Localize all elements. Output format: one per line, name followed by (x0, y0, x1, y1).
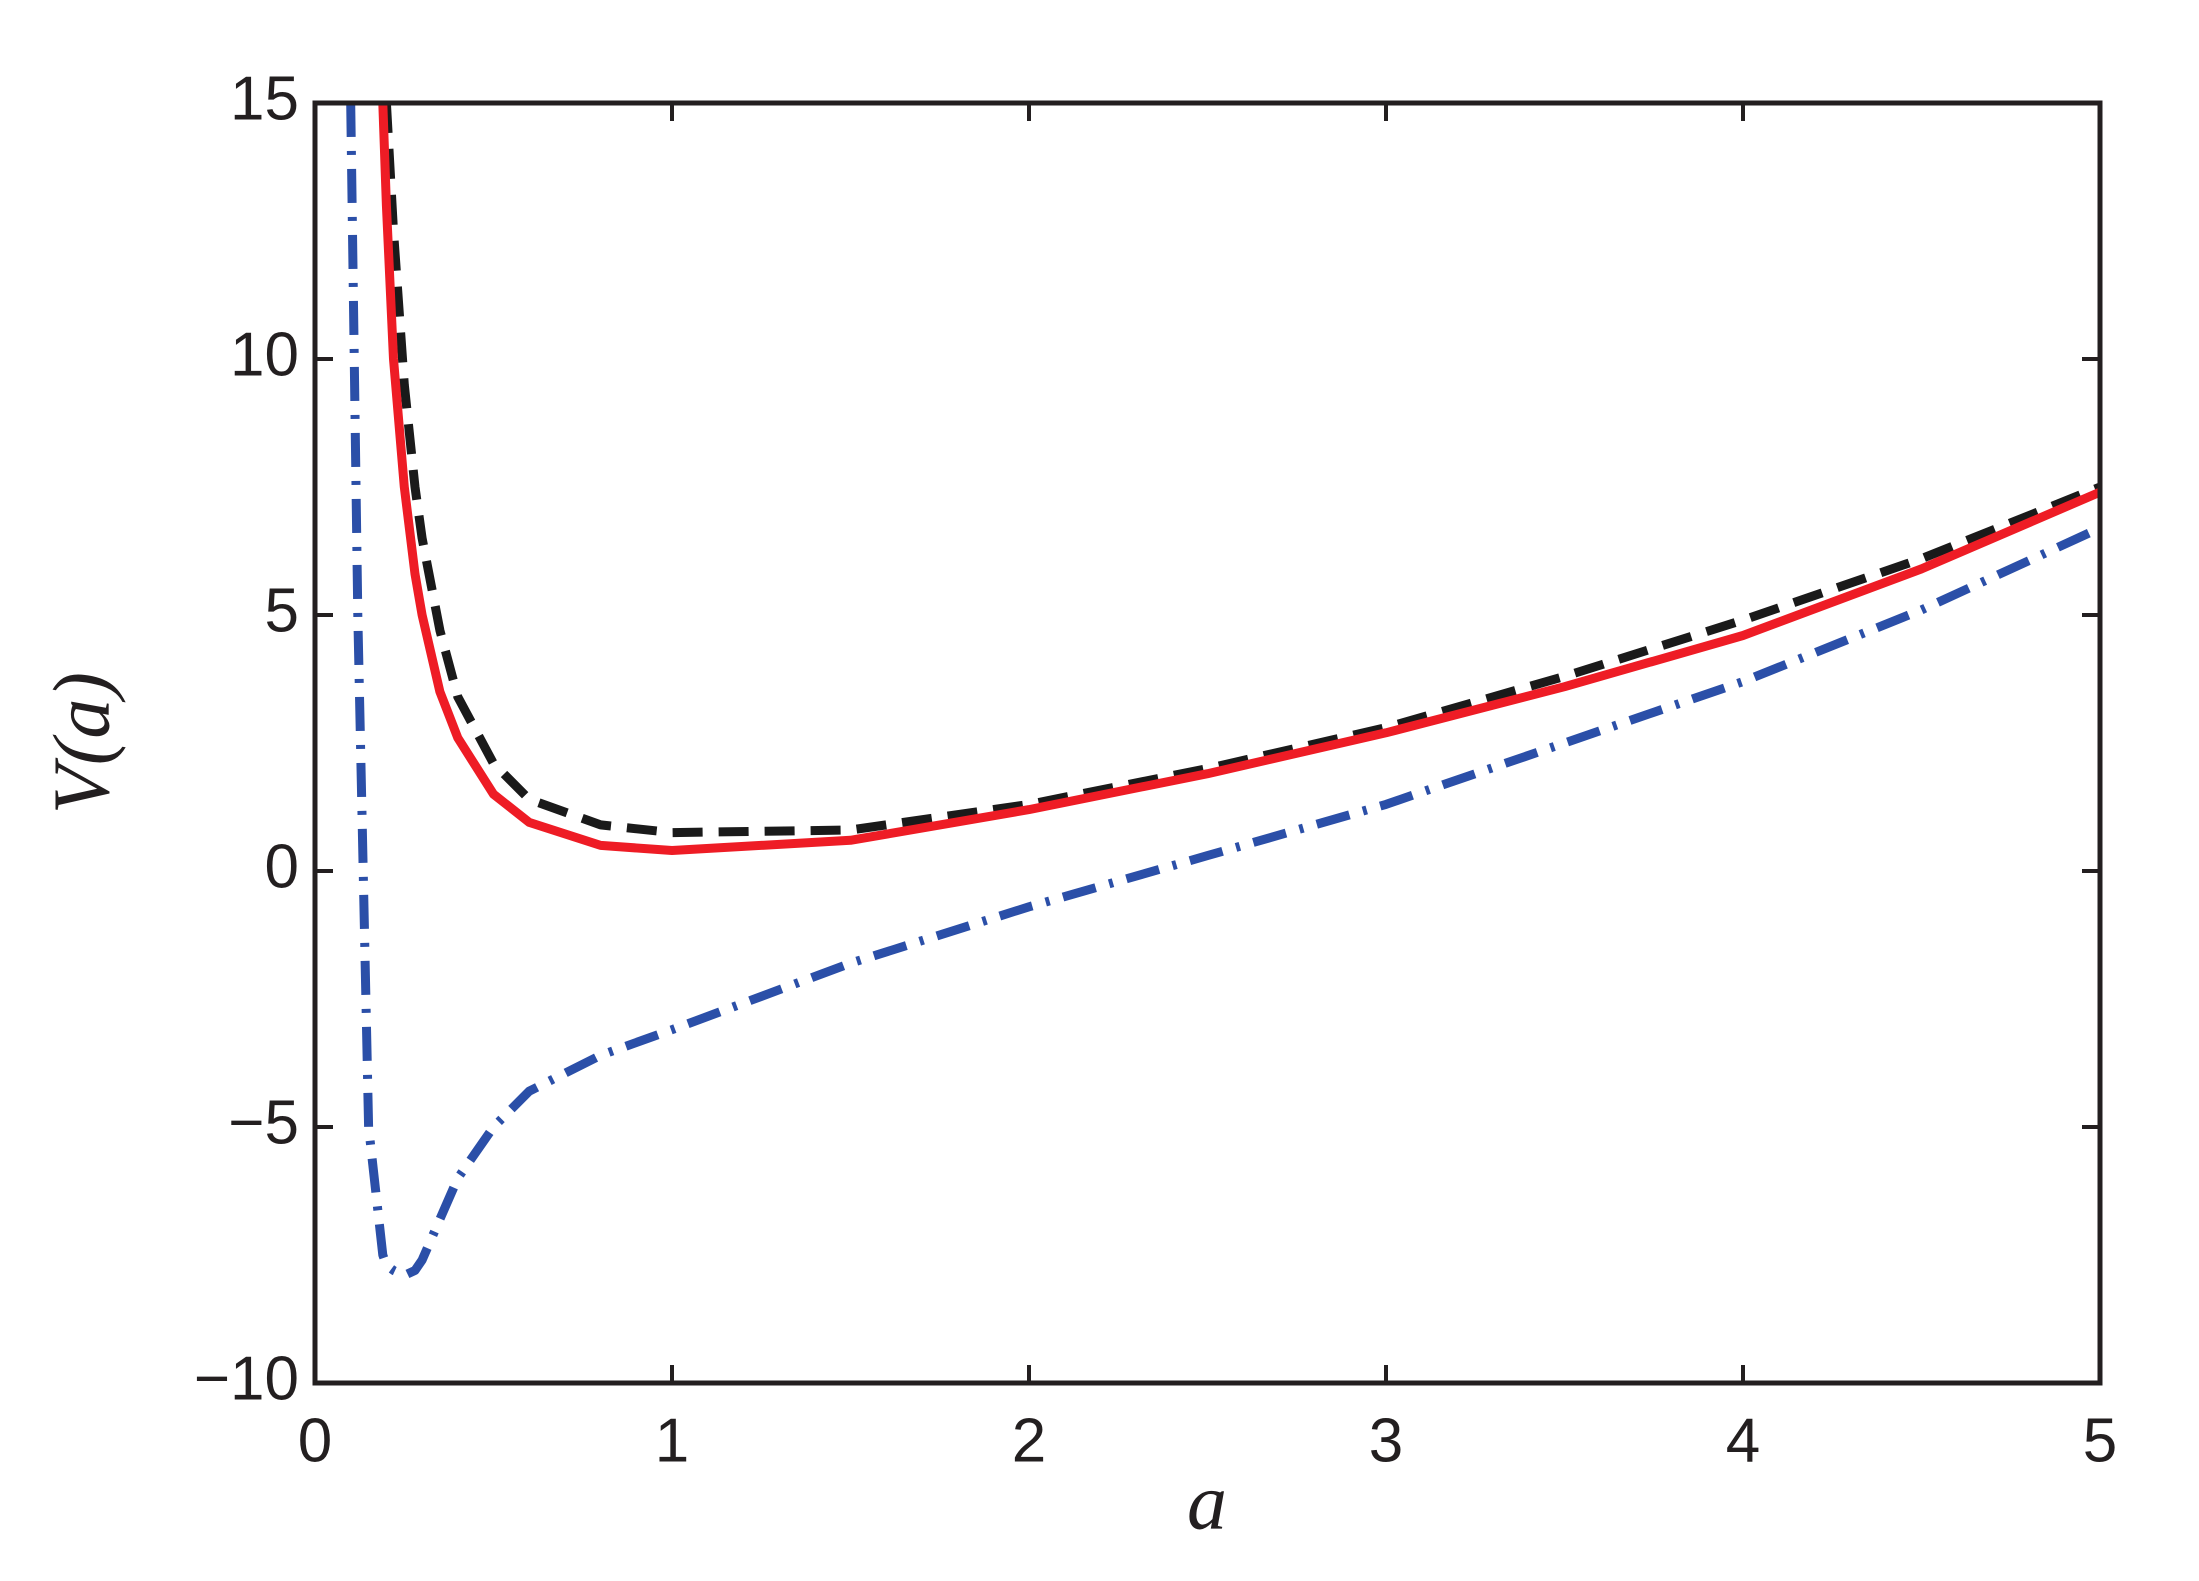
y-tick-label: −5 (228, 1088, 299, 1157)
series-line (378, 103, 2100, 855)
x-tick-label: 5 (2083, 1406, 2117, 1475)
x-tick-label: 2 (1012, 1406, 1046, 1475)
series-line (346, 103, 2100, 1280)
plot-frame (312, 100, 2103, 1386)
y-tick-label: 0 (265, 832, 299, 901)
y-tick-label: 5 (265, 576, 299, 645)
series-line (381, 103, 2100, 838)
y-tick-label: 10 (230, 320, 299, 389)
x-tick-label: 1 (655, 1406, 689, 1475)
x-axis-label: a (1187, 1458, 1227, 1546)
x-tick-label: 3 (1369, 1406, 1403, 1475)
y-tick-label: 15 (230, 64, 299, 133)
x-tick-label: 0 (298, 1406, 332, 1475)
x-tick-label: 4 (1726, 1406, 1760, 1475)
y-axis-label: V(a) (38, 672, 126, 814)
y-tick-label: −10 (194, 1344, 299, 1413)
